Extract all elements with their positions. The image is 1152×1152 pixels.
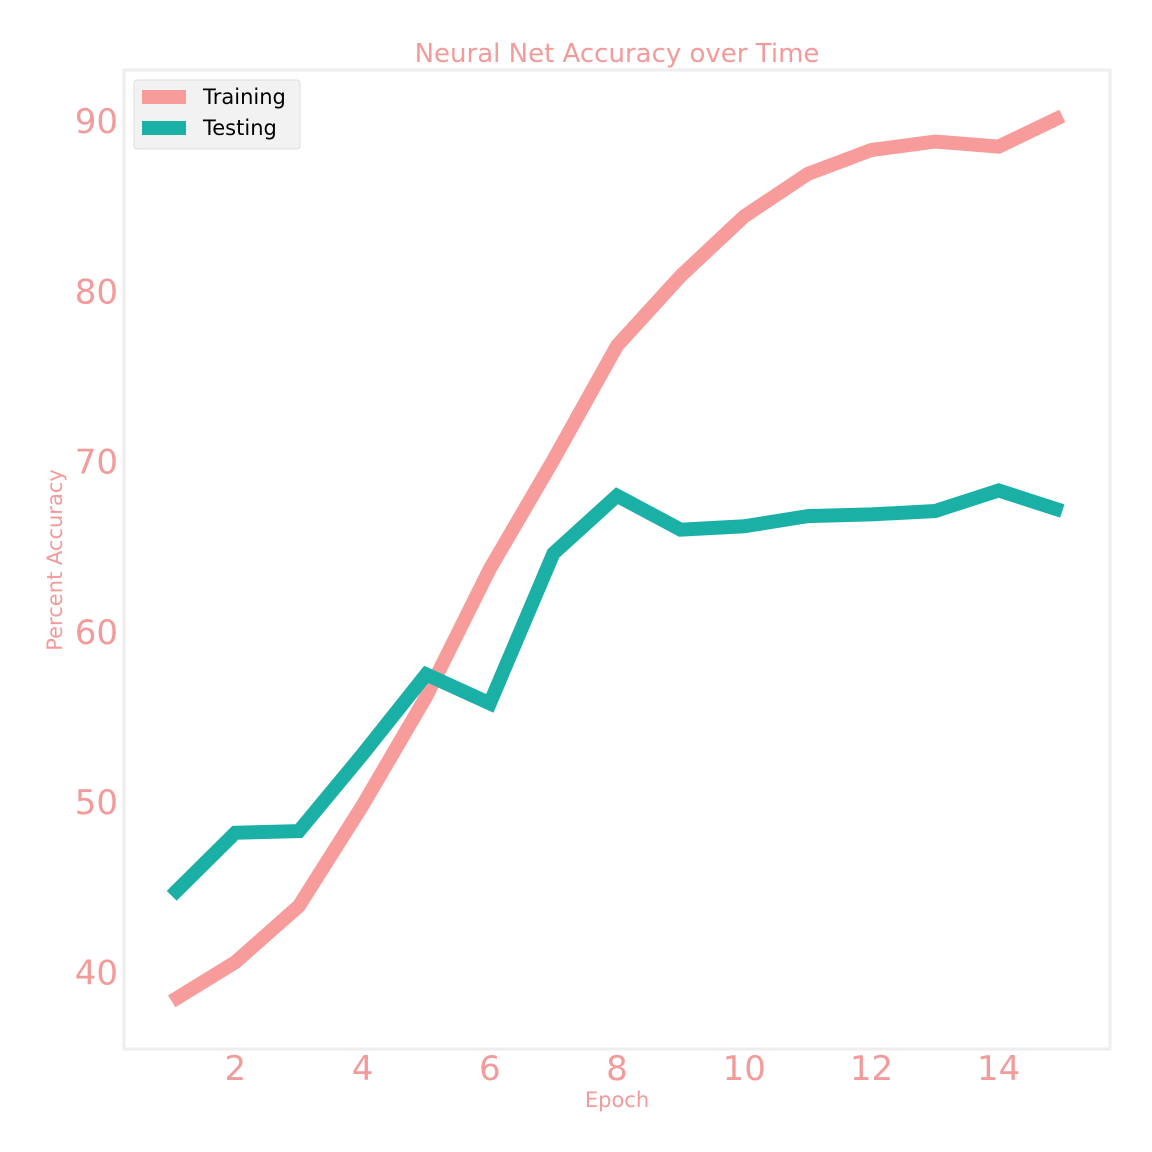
x-tick-label: 8 (606, 1049, 628, 1089)
plot-frame (122, 68, 1112, 1051)
x-tick-label: 4 (352, 1049, 374, 1089)
series-line-testing (166, 483, 1065, 901)
legend-swatch-training (142, 90, 186, 104)
legend: Training Testing (133, 79, 301, 150)
y-ticks: 40 50 60 70 80 90 (75, 102, 118, 993)
y-tick-label: 70 (75, 443, 118, 483)
y-tick-label: 80 (75, 272, 118, 312)
x-tick-label: 12 (850, 1049, 893, 1089)
y-tick-label: 50 (75, 783, 118, 823)
x-ticks: 2 4 6 8 10 12 14 (225, 1049, 1021, 1089)
y-axis-label: Percent Accuracy (43, 469, 67, 651)
y-tick-label: 60 (75, 613, 118, 653)
series-line-training (168, 109, 1066, 1008)
legend-entries: Training Testing (142, 85, 286, 140)
x-tick-label: 6 (479, 1049, 501, 1089)
y-tick-label: 40 (75, 953, 118, 993)
legend-swatch-testing (142, 121, 186, 135)
x-axis-label: Epoch (585, 1088, 649, 1112)
chart-title: Neural Net Accuracy over Time (415, 39, 820, 69)
legend-label-testing: Testing (202, 116, 277, 140)
y-tick-label: 90 (75, 102, 118, 142)
x-tick-label: 10 (723, 1049, 766, 1089)
x-tick-label: 14 (977, 1049, 1020, 1089)
series-lines (166, 109, 1066, 1008)
x-tick-label: 2 (225, 1049, 247, 1089)
legend-label-training: Training (202, 85, 286, 109)
